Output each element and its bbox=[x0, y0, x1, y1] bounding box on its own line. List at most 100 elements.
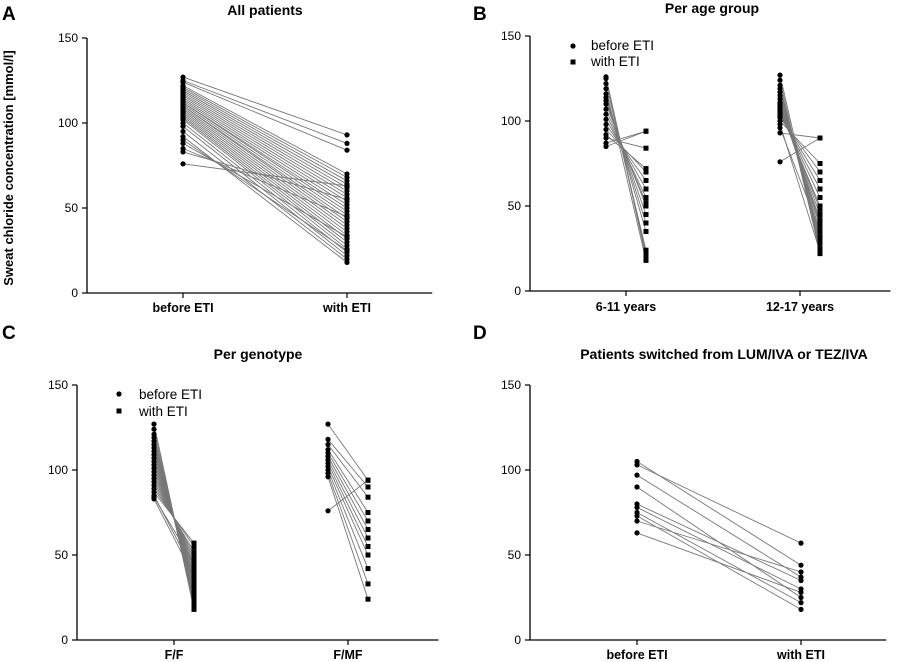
panel-d-xtick-1: with ETI bbox=[776, 648, 825, 662]
panel-a-pair-line bbox=[182, 163, 348, 187]
panel-d-point-after bbox=[798, 594, 804, 601]
panel-c-point-before bbox=[151, 426, 157, 432]
panel-d-pair-line bbox=[636, 474, 802, 578]
panel-d-point-after bbox=[798, 562, 804, 568]
panel-d-point-after bbox=[798, 540, 804, 546]
panel-c-pair-line bbox=[327, 463, 369, 547]
panel-c-point-after bbox=[191, 540, 197, 546]
panel-a-pair-line bbox=[182, 97, 348, 199]
panel-b-legend: before ETI with ETI bbox=[570, 38, 654, 69]
panel-b-ytick-label: 100 bbox=[501, 114, 521, 128]
panel-a-title: All patients bbox=[227, 2, 303, 18]
panel-d-xtick-0: before ETI bbox=[606, 648, 667, 662]
y-axis-label: Sweat chloride concentration [mmol/l] bbox=[1, 50, 16, 285]
panel-b-point-after bbox=[817, 186, 823, 192]
panel-c-legend: before ETI with ETI bbox=[116, 387, 202, 419]
panel-a-pair-line bbox=[182, 95, 348, 195]
panel-b-point-before bbox=[603, 106, 609, 112]
panel-c-point-after bbox=[191, 549, 197, 555]
panel-a-pair-line bbox=[182, 117, 348, 246]
panel-a-pair-line bbox=[182, 105, 348, 222]
panel-c-pair-line bbox=[327, 452, 369, 522]
panel-b-point-after bbox=[817, 217, 823, 223]
panel-c-point-before bbox=[325, 508, 331, 514]
panel-d-point-before bbox=[634, 504, 640, 510]
panel-d-ytick-label: 50 bbox=[508, 548, 522, 562]
panel-c-point-after bbox=[365, 581, 371, 587]
panel-c-point-before bbox=[325, 441, 331, 448]
panel-b-point-after bbox=[643, 169, 649, 175]
panel-b-pair-line bbox=[779, 120, 821, 164]
panel-c-point-after bbox=[191, 596, 197, 602]
panel-c-xtick-1: F/MF bbox=[333, 648, 363, 662]
panel-c-pair-line bbox=[327, 456, 369, 530]
panel-b-point-after bbox=[817, 237, 823, 243]
panel-a-pair-line bbox=[182, 81, 348, 151]
panel-a-pair-line bbox=[182, 143, 348, 238]
panel-a-ytick-label: 150 bbox=[58, 31, 78, 45]
panel-a-point-after bbox=[344, 140, 350, 146]
panel-d-point-after bbox=[798, 569, 804, 575]
panel-a-pair-line bbox=[182, 88, 348, 182]
panel-a-point-after bbox=[344, 213, 350, 220]
panel-b-pair-line bbox=[605, 83, 647, 251]
panel-b-ytick-label: 150 bbox=[501, 29, 521, 43]
panel-a: A All patients before ETI with ETI 0 50 10… bbox=[2, 2, 433, 315]
panel-b-point-before bbox=[603, 86, 609, 92]
panel-d-pair-line bbox=[636, 503, 802, 581]
panel-a-pair-line bbox=[182, 119, 348, 250]
panel-a-point-after bbox=[344, 183, 350, 189]
panel-a-pair-line bbox=[182, 110, 348, 233]
legend-label-after: with ETI bbox=[590, 54, 640, 69]
panel-c-point-after bbox=[365, 510, 371, 515]
panel-b-point-after bbox=[643, 220, 649, 226]
panel-b-pair-line bbox=[605, 97, 647, 224]
panel-c-pair-line bbox=[327, 466, 369, 556]
panel-b-point-before bbox=[603, 135, 609, 141]
panel-b-point-after bbox=[643, 200, 649, 206]
panel-c-point-after bbox=[365, 484, 371, 490]
panel-a-pair-line bbox=[182, 80, 348, 144]
panel-b-point-after bbox=[643, 251, 649, 257]
panel-c-point-after bbox=[365, 518, 371, 524]
panel-a-pair-line bbox=[182, 107, 348, 226]
panel-c-point-after bbox=[365, 552, 371, 558]
panel-b-point-after bbox=[817, 212, 823, 217]
panel-c-point-after bbox=[365, 535, 371, 541]
panel-letter-a: A bbox=[2, 4, 16, 25]
panel-b-pair-line bbox=[779, 127, 821, 232]
panel-d-ytick-label: 0 bbox=[514, 633, 521, 647]
panel-b-point-after bbox=[817, 249, 823, 255]
panel-a-pair-line bbox=[182, 102, 348, 212]
panel-c-point-after bbox=[191, 593, 197, 599]
panel-b-point-after bbox=[643, 145, 649, 151]
panel-c-point-after bbox=[365, 477, 371, 483]
panel-b-point-after bbox=[643, 229, 649, 234]
panel-c-point-before bbox=[325, 421, 331, 427]
panel-b-point-before bbox=[603, 81, 609, 87]
panel-b-point-after bbox=[817, 161, 823, 166]
panel-b-xtick-0: 6-11 years bbox=[596, 300, 657, 314]
panel-b-pair-line bbox=[605, 100, 647, 215]
panel-b-pair-line bbox=[605, 130, 647, 144]
panel-b-pair-line bbox=[605, 114, 647, 198]
panel-a-ytick-label: 0 bbox=[71, 286, 78, 300]
panel-d-point-before bbox=[634, 472, 640, 478]
panel-a-pair-line bbox=[182, 103, 348, 216]
panel-c-point-after bbox=[191, 569, 197, 575]
panel-c-point-after bbox=[191, 589, 197, 595]
panel-b-point-before bbox=[603, 126, 609, 133]
panel-a-point-before bbox=[180, 140, 186, 146]
panel-c-point-after bbox=[191, 552, 197, 558]
panel-c-pair-line bbox=[153, 496, 195, 564]
panel-c-point-after bbox=[365, 527, 371, 532]
panel-c-pair-line bbox=[327, 476, 369, 600]
panel-d-pair-line bbox=[636, 512, 802, 603]
panel-d-point-before bbox=[634, 530, 640, 536]
panel-letter-b: B bbox=[473, 4, 487, 25]
panel-c-point-after bbox=[191, 586, 197, 592]
panel-a-pair-line bbox=[182, 98, 348, 202]
panel-a-pair-line bbox=[182, 136, 348, 263]
panel-c-pair-line bbox=[327, 479, 369, 512]
